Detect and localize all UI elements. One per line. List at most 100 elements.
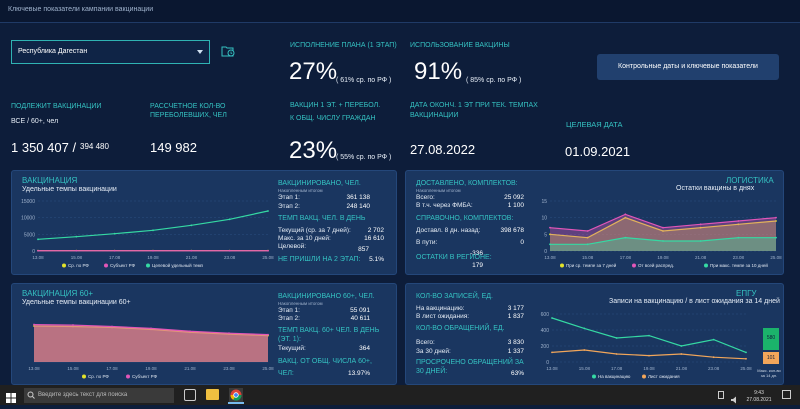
data-point bbox=[662, 226, 664, 229]
data-point bbox=[75, 249, 78, 252]
x-tick-label: 23.08 bbox=[733, 255, 745, 260]
speaker-icon[interactable] bbox=[731, 391, 739, 404]
data-point bbox=[737, 223, 740, 226]
pace-max-label: Макс. за 10 дней: bbox=[278, 235, 331, 242]
x-tick-label: 15.08 bbox=[579, 366, 591, 371]
vaccinated-title: ВАКЦИНИРОВАНО, ЧЕЛ. bbox=[278, 180, 361, 187]
share-note: ( 55% ср. по РФ ) bbox=[336, 154, 392, 161]
requests-30d-label: За 30 дней: bbox=[416, 348, 451, 355]
data-point bbox=[190, 224, 193, 227]
plan-label: ИСПОЛНЕНИЕ ПЛАНА (1 ЭТАП) bbox=[290, 42, 397, 49]
active-app-indicator bbox=[228, 402, 244, 404]
pace-current-value: 2 702 bbox=[367, 227, 384, 234]
x-tick-label: 23.08 bbox=[224, 255, 236, 260]
taskbar-search-input[interactable]: Введите здесь текст для поиска bbox=[24, 388, 174, 403]
delivered-8days-value: 398 678 bbox=[500, 227, 525, 234]
data-point bbox=[267, 333, 269, 336]
target-label: ЦЕЛЕВАЯ ДАТА bbox=[566, 120, 623, 129]
data-point bbox=[549, 243, 551, 246]
epgu-chart: 0 200 400 600 13.08 15.08 17.08 19.08 21.08 23.08… bbox=[541, 312, 752, 379]
data-point bbox=[228, 332, 230, 335]
revacc-label-2: ПЕРЕБОЛЕВШИХ, ЧЕЛ bbox=[150, 112, 227, 119]
logistics-chart-title: ЛОГИСТИКА bbox=[726, 176, 774, 185]
windows-start-icon[interactable] bbox=[6, 390, 16, 403]
data-point bbox=[680, 345, 683, 347]
delivered-fmba-label: В т.ч. через ФМБА: bbox=[416, 202, 473, 209]
vaccine-use-note: ( 85% ср. по РФ ) bbox=[466, 77, 522, 84]
share-label-2: К ОБЩ. ЧИСЛУ ГРАЖДАН bbox=[290, 115, 376, 122]
revacc-value: 149 982 bbox=[150, 140, 197, 155]
stage2-60-value: 40 611 bbox=[350, 315, 370, 322]
x-tick-label: 13.08 bbox=[32, 255, 44, 260]
battery-icon[interactable] bbox=[718, 391, 724, 399]
stage2-60-label: Этап 2: bbox=[278, 315, 300, 322]
epgu-max-caption: Макс. кол-во за 14 дн. bbox=[757, 368, 781, 378]
data-point bbox=[712, 356, 715, 359]
records-wait-label: В лист ожидания: bbox=[416, 313, 470, 320]
data-point bbox=[699, 223, 702, 226]
x-tick-label: 19.08 bbox=[145, 366, 157, 371]
clock-date[interactable]: 27.08.2021 bbox=[746, 397, 772, 403]
key-dates-button-label: Контрольные даты и ключевые показатели bbox=[618, 63, 758, 70]
y-tick-label: 0 bbox=[546, 360, 549, 366]
data-point bbox=[745, 351, 747, 354]
file-explorer-icon[interactable] bbox=[206, 389, 219, 400]
x-tick-label: 19.08 bbox=[643, 366, 655, 371]
legend-label: Субъект РФ bbox=[110, 263, 136, 268]
x-tick-label: 15.08 bbox=[67, 366, 79, 371]
x-tick-label: 25.08 bbox=[740, 366, 752, 371]
x-tick-label: 21.08 bbox=[676, 366, 688, 371]
region-select[interactable]: Республика Дагестан bbox=[11, 40, 210, 64]
key-dates-button[interactable]: Контрольные даты и ключевые показатели bbox=[597, 54, 779, 80]
folder-clock-icon[interactable] bbox=[221, 44, 235, 57]
data-point bbox=[551, 317, 553, 319]
share-value: 23% bbox=[289, 137, 338, 164]
chrome-icon bbox=[230, 389, 242, 401]
data-point bbox=[680, 353, 683, 355]
vaccine-use-label: ИСПОЛЬЗОВАНИЕ ВАКЦИНЫ bbox=[410, 42, 510, 49]
series-area bbox=[34, 324, 268, 362]
data-point bbox=[648, 334, 650, 337]
x-tick-label: 17.08 bbox=[611, 366, 623, 371]
data-point bbox=[624, 213, 627, 216]
delivered-title: ДОСТАВЛЕНО, КОМПЛЕКТОВ: bbox=[416, 180, 518, 187]
y-tick-label: 5 bbox=[544, 232, 547, 238]
task-view-icon[interactable] bbox=[184, 389, 196, 401]
vaccination-subtitle: Удельные темпы вакцинации bbox=[22, 186, 117, 193]
data-point bbox=[72, 324, 74, 326]
pace-target-label: Целевой: bbox=[278, 243, 307, 250]
pace-current-label: Текущий (ср. за 7 дней): bbox=[278, 227, 351, 234]
data-point bbox=[586, 236, 589, 239]
share60-label-2: ЧЕЛ: bbox=[278, 370, 294, 377]
stage2-value: 248 140 bbox=[346, 203, 371, 210]
pace60-label-2: (ЭТ. 1): bbox=[278, 336, 301, 343]
legend-marker bbox=[632, 263, 636, 268]
rest-value-1: -336 bbox=[469, 250, 483, 257]
x-tick-label: 13.08 bbox=[28, 366, 40, 371]
stage1-value: 361 138 bbox=[346, 194, 371, 201]
x-tick-label: 15.08 bbox=[71, 255, 83, 260]
logistics-chart-sub: Остатки вакцины в днях bbox=[676, 185, 755, 192]
y-tick-label: 10000 bbox=[21, 216, 35, 222]
data-point bbox=[190, 249, 193, 252]
stage1-60-label: Этап 1: bbox=[278, 307, 300, 314]
share60-value: 13.97% bbox=[347, 370, 370, 377]
x-tick-label: 17.08 bbox=[620, 255, 632, 260]
subject-sub: ВСЕ / 60+, чел bbox=[11, 118, 59, 125]
not-came-value: 5.1% bbox=[369, 256, 384, 263]
notifications-icon[interactable] bbox=[782, 390, 791, 399]
pace-max-value: 16 610 bbox=[364, 235, 384, 242]
x-tick-label: 13.08 bbox=[546, 366, 558, 371]
x-tick-label: 25.08 bbox=[262, 366, 274, 371]
data-point bbox=[615, 337, 618, 339]
data-point bbox=[624, 216, 627, 219]
records-wait-value: 1 837 bbox=[507, 313, 524, 320]
data-point bbox=[586, 243, 589, 246]
epgu-max-bar-bottom: 101 bbox=[763, 352, 779, 364]
clock-time[interactable]: 9:43 bbox=[754, 390, 764, 396]
delivered-fmba-value: 1 100 bbox=[507, 202, 524, 209]
legend-marker bbox=[126, 374, 130, 379]
epgu-chart-sub: Записи на вакцинацию / в лист ожидания з… bbox=[609, 298, 780, 305]
legend-marker bbox=[62, 263, 66, 268]
chrome-taskbar-item[interactable] bbox=[229, 388, 243, 402]
